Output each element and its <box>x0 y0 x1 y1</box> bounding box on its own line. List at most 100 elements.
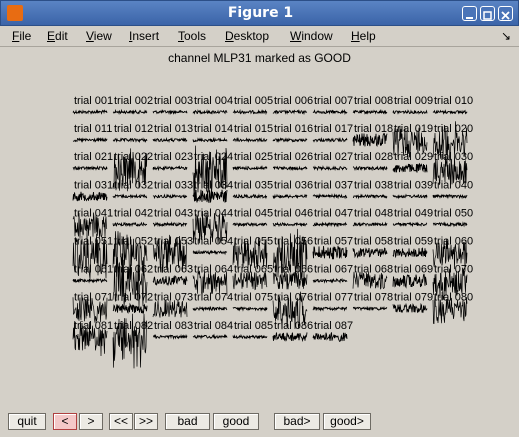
maximize-icon <box>483 11 492 20</box>
trial-trace <box>272 332 308 343</box>
trial-label: trial 016 <box>274 123 313 135</box>
maximize-button[interactable] <box>480 6 495 21</box>
trial-trace <box>192 210 228 244</box>
dock-icon[interactable]: ↘ <box>500 29 511 43</box>
trial-trace <box>112 302 148 315</box>
trial-label: trial 050 <box>434 207 473 219</box>
trial-label: trial 027 <box>314 151 353 163</box>
trial-trace <box>72 277 108 284</box>
trial-label: trial 058 <box>354 236 393 248</box>
trial-trace <box>312 277 348 284</box>
good-button[interactable]: good <box>213 413 259 430</box>
trial-label: trial 047 <box>314 207 353 219</box>
trial-label: trial 011 <box>74 123 112 135</box>
trial-label: trial 031 <box>74 179 113 191</box>
trial-label: trial 006 <box>274 95 313 107</box>
trial-trace <box>272 193 308 200</box>
trial-trace <box>232 136 268 143</box>
trial-label: trial 038 <box>354 179 393 191</box>
trial-trace <box>352 193 388 200</box>
menu-file[interactable]: File <box>12 29 32 43</box>
trial-trace <box>192 109 228 115</box>
trial-trace <box>432 296 468 325</box>
trial-label: trial 035 <box>234 179 273 191</box>
trial-trace <box>72 212 108 238</box>
quit-button[interactable]: quit <box>8 413 46 430</box>
trial-label: trial 044 <box>194 207 233 219</box>
trial-trace <box>392 247 428 259</box>
trial-label: trial 034 <box>194 179 233 191</box>
trial-trace <box>352 165 388 172</box>
trial-trace <box>152 165 188 172</box>
trial-trace <box>152 109 188 115</box>
trial-trace <box>232 193 268 200</box>
trial-trace <box>72 321 108 357</box>
trial-label: trial 057 <box>314 236 353 248</box>
trial-trace <box>152 234 188 273</box>
trial-trace <box>232 334 268 340</box>
trial-trace <box>232 164 268 171</box>
trial-trace <box>232 306 268 312</box>
trial-label: trial 066 <box>274 264 313 276</box>
trial-label: trial 013 <box>154 123 193 135</box>
trial-trace <box>312 221 348 228</box>
menu-window[interactable]: Window <box>290 29 333 43</box>
trial-trace <box>232 271 268 291</box>
trial-label: trial 060 <box>434 236 473 248</box>
matlab-icon <box>7 5 23 21</box>
menu-tools[interactable]: Tools <box>178 29 207 43</box>
trial-trace <box>432 193 468 200</box>
menu-view[interactable]: View <box>86 29 112 43</box>
trial-label: trial 017 <box>314 123 353 135</box>
next-fast-button[interactable]: >> <box>134 413 158 430</box>
trial-label: trial 020 <box>434 123 473 135</box>
prev-button[interactable]: < <box>53 413 77 430</box>
good-next-button[interactable]: good> <box>323 413 371 430</box>
menu-edit[interactable]: Edit <box>47 29 68 43</box>
prev-fast-button[interactable]: << <box>109 413 133 430</box>
trial-trace <box>432 238 468 272</box>
trial-label: trial 019 <box>394 123 433 135</box>
menu-bar: File Edit View Insert Tools Desktop Wind… <box>0 26 519 47</box>
trial-label: trial 045 <box>234 207 273 219</box>
trial-label: trial 014 <box>194 123 233 135</box>
trial-trace <box>312 165 348 172</box>
title-bar[interactable]: Figure 1 <box>0 0 519 26</box>
menu-desktop[interactable]: Desktop <box>225 29 270 43</box>
trial-trace <box>112 221 148 228</box>
trial-trace <box>312 109 348 116</box>
trial-trace <box>112 193 148 199</box>
trial-label: trial 048 <box>354 207 393 219</box>
trial-label: trial 085 <box>234 320 273 332</box>
bad-next-button[interactable]: bad> <box>274 413 320 430</box>
trial-label: trial 069 <box>394 264 433 276</box>
trial-label: trial 063 <box>154 264 193 276</box>
trial-trace <box>432 121 468 162</box>
menu-insert[interactable]: Insert <box>129 29 160 43</box>
trial-label: trial 033 <box>154 179 193 191</box>
bad-button[interactable]: bad <box>165 413 210 430</box>
trial-trace <box>392 302 428 314</box>
trial-label: trial 036 <box>274 179 313 191</box>
trial-label: trial 003 <box>154 95 193 107</box>
trial-trace <box>112 148 148 192</box>
trial-trace <box>312 332 348 342</box>
trial-trace <box>312 193 348 200</box>
next-button[interactable]: > <box>79 413 103 430</box>
trial-trace <box>432 221 468 228</box>
trial-label: trial 080 <box>434 292 473 304</box>
close-button[interactable] <box>498 6 513 21</box>
trial-label: trial 001 <box>74 95 113 107</box>
trial-trace <box>72 109 108 115</box>
trial-label: trial 051 <box>74 236 113 248</box>
trial-label: trial 055 <box>234 236 273 248</box>
minimize-button[interactable] <box>462 6 477 21</box>
close-icon <box>501 11 510 20</box>
trial-trace <box>232 222 268 228</box>
trial-trace <box>152 193 188 200</box>
trial-label: trial 065 <box>234 264 273 276</box>
menu-help[interactable]: Help <box>351 29 376 43</box>
trial-label: trial 030 <box>434 151 473 163</box>
trial-trace <box>272 221 308 228</box>
